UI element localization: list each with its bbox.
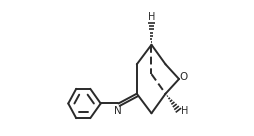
Text: H: H: [148, 12, 155, 22]
Text: O: O: [180, 72, 188, 82]
Text: H: H: [181, 106, 188, 116]
Text: N: N: [114, 106, 121, 116]
